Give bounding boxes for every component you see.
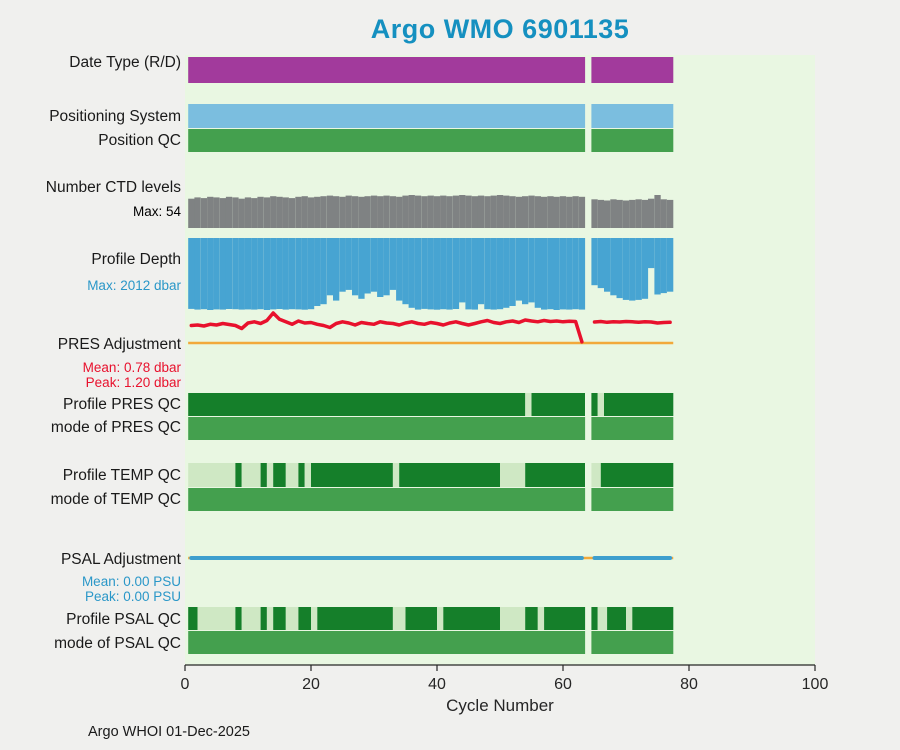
x-axis-label: Cycle Number [446, 696, 554, 715]
label-mode-temp-qc: mode of TEMP QC [50, 491, 181, 508]
x-tick-label: 20 [302, 676, 320, 693]
mode-psal-qc [188, 631, 674, 654]
profile-pres-qc [188, 393, 674, 416]
label-pres-adjustment: PRES Adjustment [57, 336, 181, 353]
label-profile-depth-max: Max: 2012 dbar [87, 278, 181, 293]
position-qc [188, 129, 674, 152]
num-ctd-levels [188, 195, 674, 228]
label-profile-psal-qc: Profile PSAL QC [66, 611, 181, 628]
label-profile-pres-qc: Profile PRES QC [62, 396, 181, 413]
footer-text: Argo WHOI 01-Dec-2025 [88, 724, 250, 740]
profile-depth [188, 238, 674, 310]
positioning-system [188, 104, 674, 128]
profile-temp-qc [188, 463, 674, 487]
label-position-qc: Position QC [98, 132, 181, 149]
label-psal-mean: Mean: 0.00 PSU [81, 574, 181, 589]
label-psal-adjustment: PSAL Adjustment [60, 551, 181, 568]
label-profile-depth: Profile Depth [91, 251, 181, 268]
x-tick-label: 40 [428, 676, 446, 693]
label-mode-pres-qc: mode of PRES QC [50, 419, 181, 436]
page-title: Argo WMO 6901135 [370, 14, 630, 44]
label-profile-temp-qc: Profile TEMP QC [62, 467, 181, 484]
label-mode-psal-qc: mode of PSAL QC [54, 635, 181, 652]
x-tick-label: 0 [181, 676, 190, 693]
x-tick-label: 60 [554, 676, 572, 693]
pres-adjustment [188, 311, 674, 345]
mode-pres-qc [188, 417, 674, 440]
mode-temp-qc [188, 488, 674, 511]
label-pres-peak: Peak: 1.20 dbar [85, 375, 181, 390]
label-num-ctd-levels: Number CTD levels [45, 179, 181, 196]
label-num-ctd-max: Max: 54 [132, 204, 181, 219]
x-tick-label: 80 [680, 676, 698, 693]
label-positioning-system: Positioning System [49, 108, 181, 125]
x-tick-label: 100 [802, 676, 829, 693]
plot-area [185, 55, 815, 665]
label-psal-peak: Peak: 0.00 PSU [84, 589, 181, 604]
profile-psal-qc [188, 607, 674, 630]
date-type [188, 57, 674, 83]
label-pres-mean: Mean: 0.78 dbar [82, 360, 181, 375]
x-axis: 0 20 40 60 80 100 [181, 664, 829, 693]
label-date-type: Date Type (R/D) [69, 54, 181, 71]
